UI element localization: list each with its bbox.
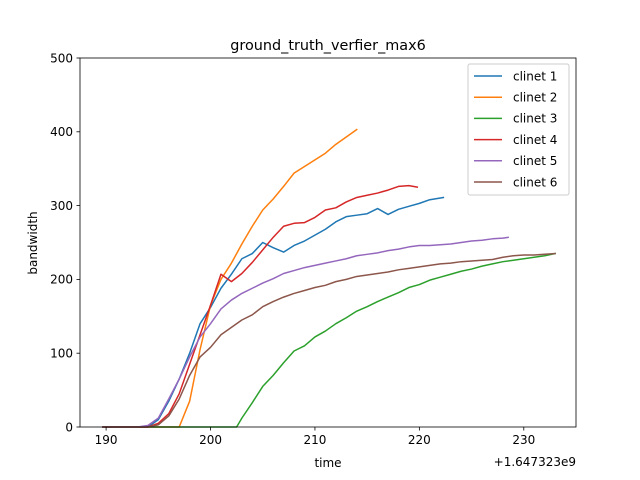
legend-entry-5: clinet 5 (474, 154, 557, 168)
plot-lines (102, 128, 557, 428)
x-tick-label: 210 (303, 433, 326, 447)
legend-entry-1: clinet 1 (474, 69, 557, 83)
x-tick-label: 200 (199, 433, 222, 447)
y-tick-label: 400 (50, 125, 73, 139)
x-axis-offset-label: +1.647323e9 (494, 455, 576, 469)
x-axis-label: time (314, 456, 341, 470)
plot-frame (79, 57, 577, 428)
series-line-5 (102, 236, 509, 428)
y-tick-label: 300 (50, 199, 73, 213)
y-axis-label: bandwidth (26, 211, 40, 274)
series-line-2 (102, 128, 358, 428)
x-tick-label: 230 (512, 433, 535, 447)
legend-label: clinet 6 (513, 175, 557, 189)
y-tick-label: 200 (50, 273, 73, 287)
legend-entry-2: clinet 2 (474, 91, 557, 105)
legend: clinet 1 clinet 2 clinet 3 clinet 4 clinet 5… (467, 63, 570, 196)
series-line-6 (102, 252, 556, 428)
x-tick-label: 220 (408, 433, 431, 447)
x-tick-label: 190 (95, 433, 118, 447)
y-tick-label: 500 (50, 51, 73, 65)
legend-items: clinet 1 clinet 2 clinet 3 clinet 4 clinet 5… (474, 69, 557, 189)
y-axis-ticks: 0 100 200 300 400 500 (50, 51, 80, 434)
legend-label: clinet 1 (513, 69, 557, 83)
x-axis-ticks: 190 200 210 220 230 (95, 427, 535, 447)
legend-entry-4: clinet 4 (474, 133, 557, 147)
legend-label: clinet 3 (513, 112, 557, 126)
y-tick-label: 100 (50, 347, 73, 361)
series-line-3 (102, 252, 557, 428)
legend-label: clinet 5 (513, 154, 557, 168)
legend-entry-3: clinet 3 (474, 112, 557, 126)
chart-title: ground_truth_verfier_max6 (230, 38, 426, 54)
legend-label: clinet 4 (513, 133, 557, 147)
series-line-4 (102, 184, 419, 428)
legend-label: clinet 2 (513, 91, 557, 105)
y-tick-label: 0 (65, 420, 73, 434)
legend-entry-6: clinet 6 (474, 175, 557, 189)
